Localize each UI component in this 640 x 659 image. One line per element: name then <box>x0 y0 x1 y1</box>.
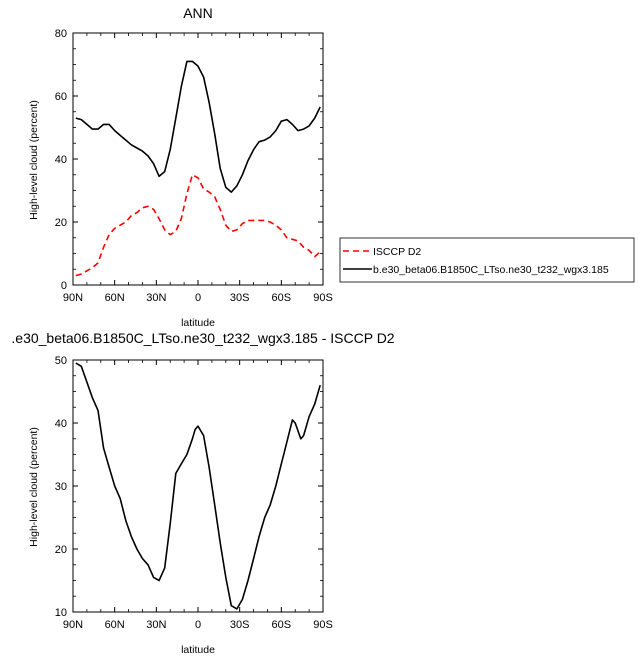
bottom-title: .e30_beta06.B1850C_LTso.ne30_t232_wgx3.1… <box>11 330 394 346</box>
bottom-plot-frame <box>72 359 324 613</box>
top-ylabel: High-level cloud (percent) <box>28 100 40 220</box>
bottom-ytick-label: 20 <box>55 544 67 556</box>
top-panel: ANN High-level cloud (percent) latitude … <box>28 5 635 329</box>
top-ytick-label: 0 <box>61 280 67 292</box>
top-xtick-label: 30N <box>146 292 166 304</box>
top-ytick-label: 80 <box>55 28 67 40</box>
bottom-xtick-label: 90N <box>63 619 83 631</box>
legend-box <box>339 237 635 283</box>
bottom-xtick-label: 60S <box>272 619 292 631</box>
top-ytick-label: 60 <box>55 91 67 103</box>
top-xlabel: latitude <box>181 317 215 329</box>
top-plot-area: 90N 60N 30N 0 30S 60S 90S 0 20 40 60 80 <box>55 28 333 304</box>
top-title: ANN <box>183 5 213 21</box>
bottom-panel: .e30_beta06.B1850C_LTso.ne30_t232_wgx3.1… <box>11 330 394 656</box>
bottom-series-line-0 <box>75 362 321 610</box>
top-xtick-label: 60N <box>105 292 125 304</box>
top-series-line-1 <box>75 60 321 193</box>
top-xtick-label: 90N <box>63 292 83 304</box>
top-xtick-label: 0 <box>195 292 201 304</box>
bottom-xtick-label: 0 <box>195 619 201 631</box>
bottom-xtick-label: 60N <box>105 619 125 631</box>
top-ytick-label: 20 <box>55 217 67 229</box>
bottom-xlabel: latitude <box>181 644 215 656</box>
top-xtick-label: 90S <box>313 292 333 304</box>
top-series-line-0 <box>75 174 321 277</box>
bottom-ytick-label: 10 <box>55 607 67 619</box>
bottom-plot-area: 90N 60N 30N 0 30S 60S 90S 10 20 30 40 50 <box>55 355 333 631</box>
bottom-ytick-label: 50 <box>55 355 67 367</box>
top-plot-frame <box>72 32 324 286</box>
bottom-ylabel: High-level cloud (percent) <box>28 427 40 547</box>
bottom-xtick-label: 90S <box>313 619 333 631</box>
top-xtick-label: 60S <box>272 292 292 304</box>
top-ytick-label: 40 <box>55 154 67 166</box>
legend-label-isccp: ISCCP D2 <box>373 246 421 258</box>
legend-label-model: b.e30_beta06.B1850C_LTso.ne30_t232_wgx3.… <box>373 264 609 276</box>
bottom-xtick-label: 30S <box>230 619 250 631</box>
bottom-ytick-label: 40 <box>55 418 67 430</box>
bottom-ytick-label: 30 <box>55 481 67 493</box>
top-xtick-label: 30S <box>230 292 250 304</box>
bottom-xtick-label: 30N <box>146 619 166 631</box>
legend: ISCCP D2 b.e30_beta06.B1850C_LTso.ne30_t… <box>339 237 635 283</box>
